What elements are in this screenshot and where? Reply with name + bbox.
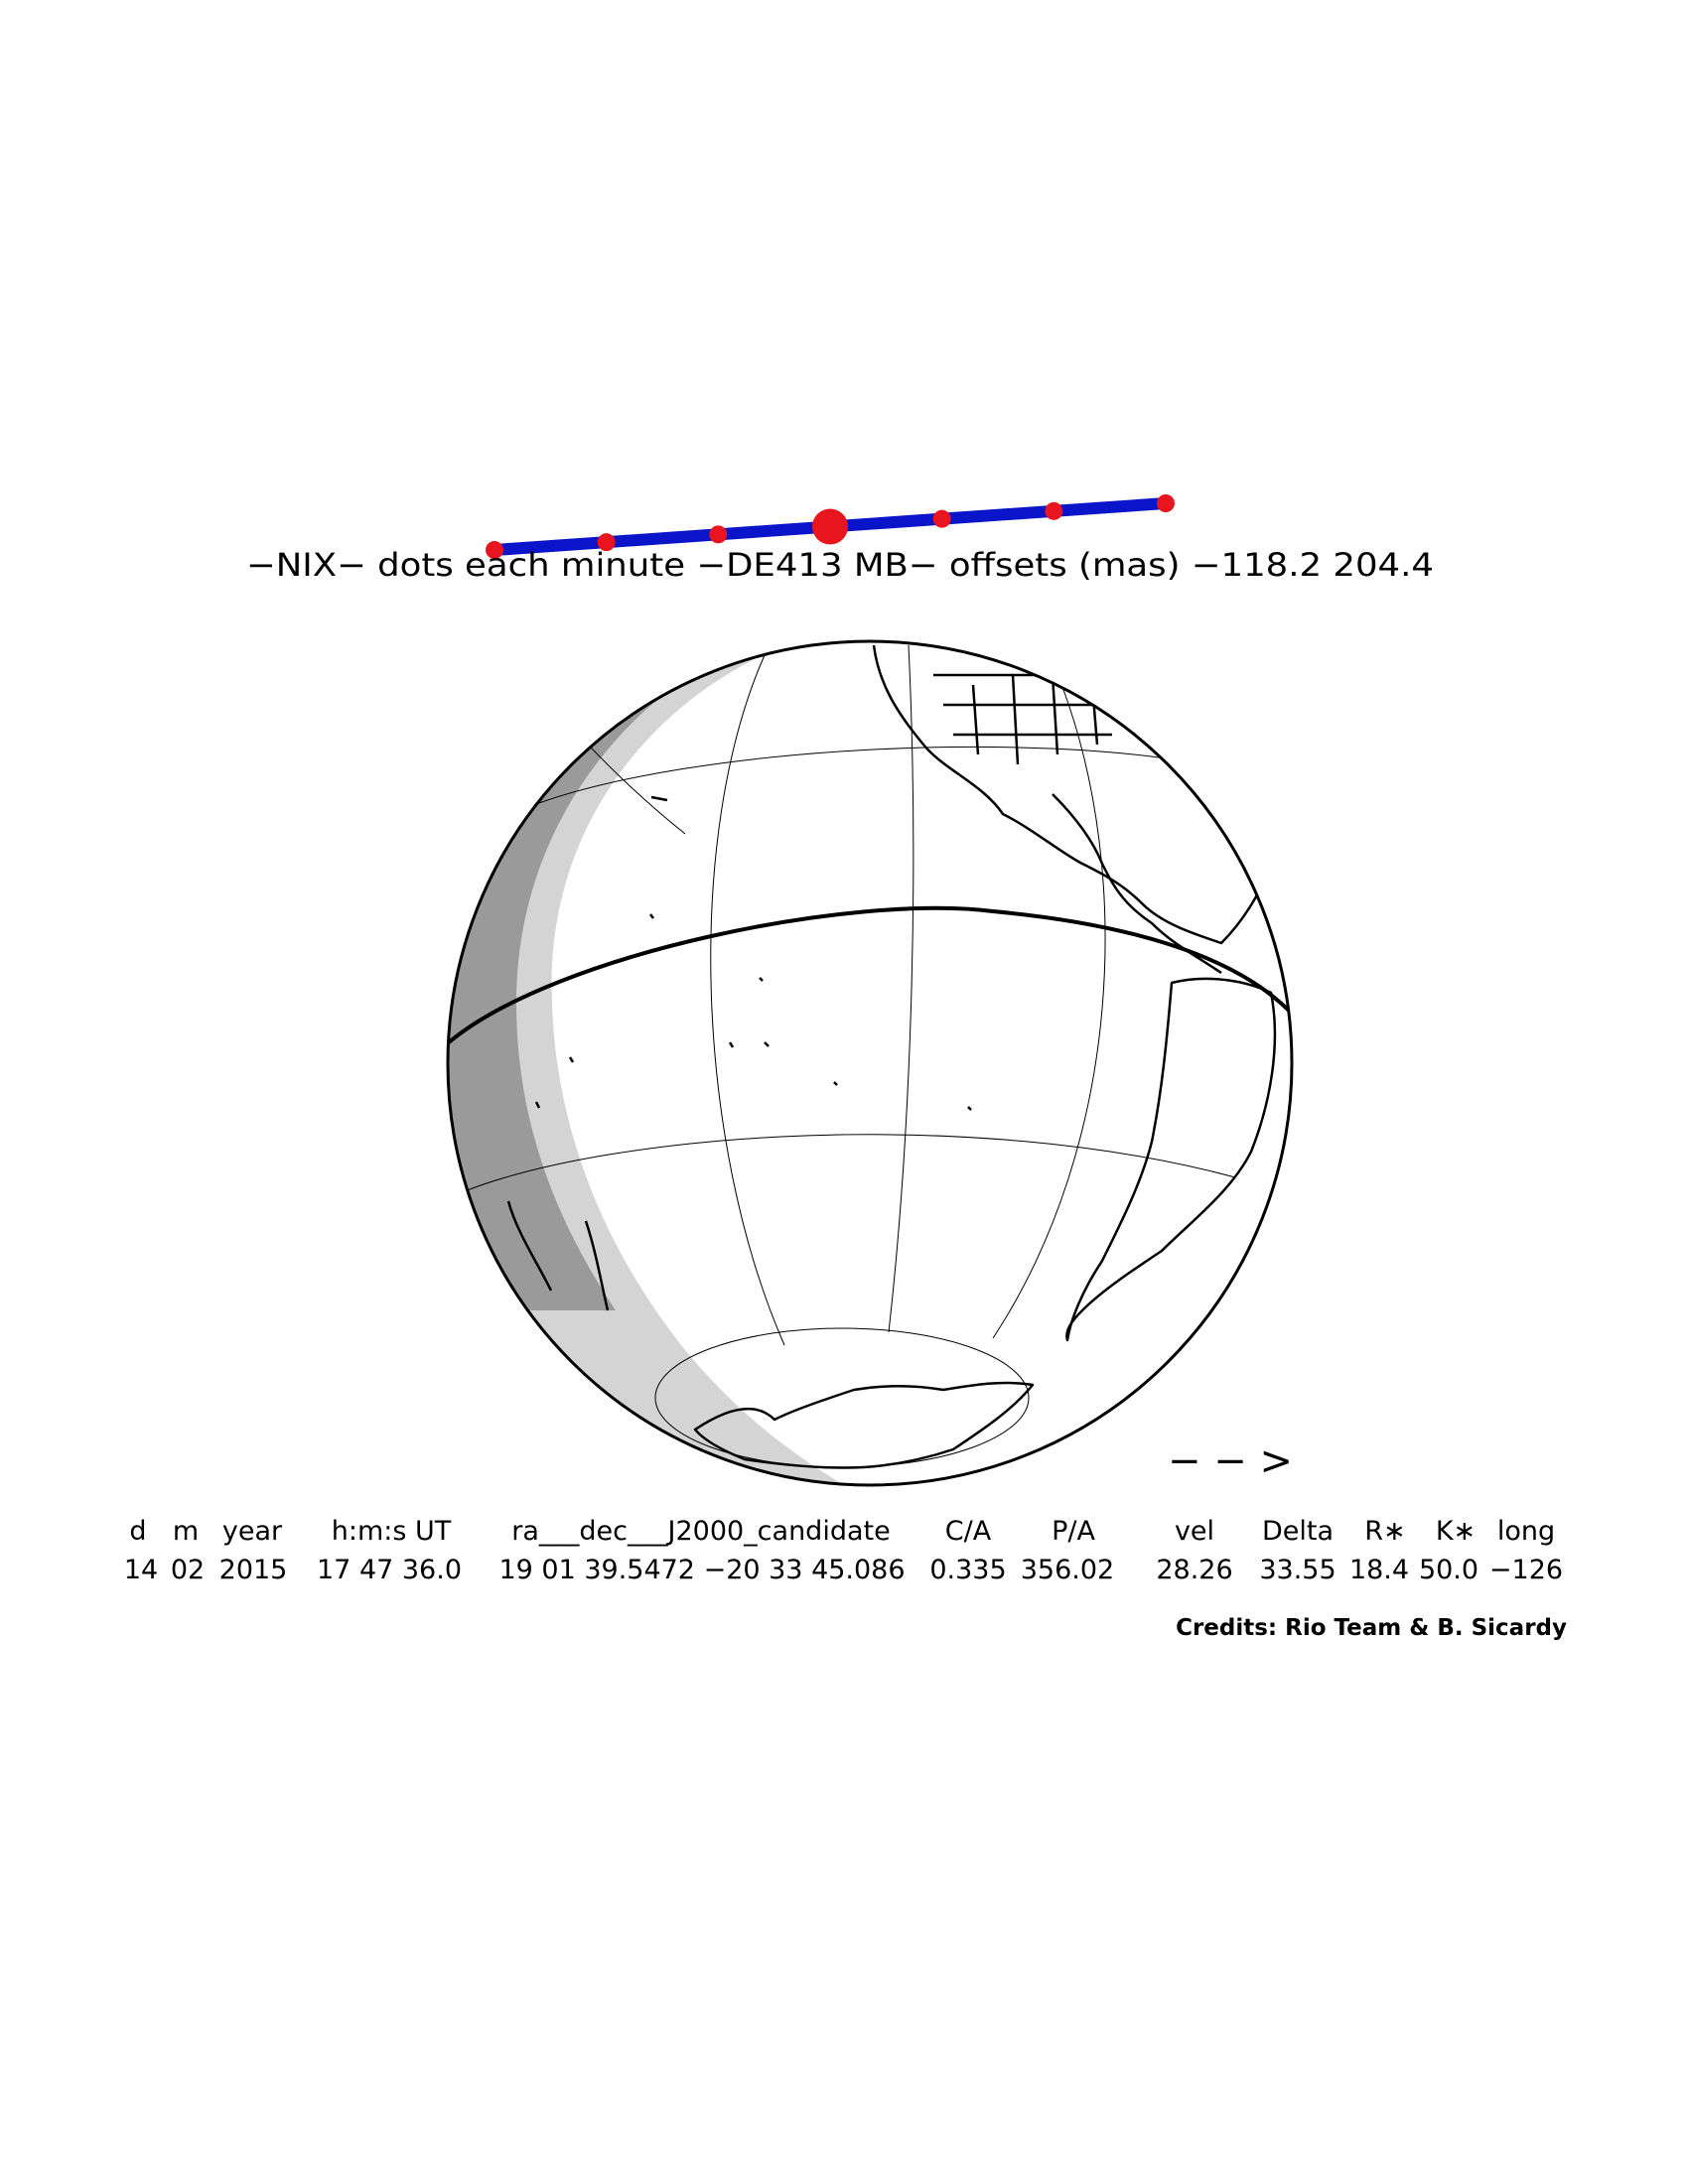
south-america-coast bbox=[1065, 977, 1277, 1342]
header-m: m bbox=[173, 1516, 199, 1547]
meridian-line bbox=[992, 686, 1106, 1339]
track-minute-dot bbox=[1045, 501, 1063, 520]
track-minute-dot bbox=[1157, 494, 1175, 512]
data-table: d m year h:m:s UT ra___dec___J2000_candi… bbox=[124, 1516, 1563, 1585]
pacific-islands bbox=[534, 795, 972, 1111]
header-long: long bbox=[1497, 1516, 1555, 1547]
globe-outline bbox=[446, 639, 1294, 1487]
value-d: 14 bbox=[124, 1555, 158, 1585]
credits-text: Credits: Rio Team & B. Sicardy bbox=[1176, 1615, 1567, 1641]
value-time: 17 47 36.0 bbox=[317, 1555, 462, 1585]
globe bbox=[446, 639, 1294, 1487]
header-coordinates: ra___dec___J2000_candidate bbox=[511, 1516, 890, 1547]
value-k: 50.0 bbox=[1419, 1555, 1478, 1585]
value-delta: 33.55 bbox=[1259, 1555, 1336, 1585]
value-long: −126 bbox=[1489, 1555, 1563, 1585]
value-m: 02 bbox=[171, 1555, 205, 1585]
globe-background bbox=[448, 641, 1292, 1485]
track-dots bbox=[486, 494, 1175, 559]
new-zealand-coast bbox=[506, 1200, 610, 1311]
value-year: 2015 bbox=[219, 1555, 288, 1585]
value-vel: 28.26 bbox=[1156, 1555, 1232, 1585]
parallel-line bbox=[535, 746, 1214, 805]
header-year: year bbox=[222, 1516, 283, 1547]
header-ca: C/A bbox=[945, 1516, 992, 1547]
header-time: h:m:s UT bbox=[332, 1516, 452, 1547]
direction-arrow: − − > bbox=[1168, 1438, 1293, 1484]
header-k: K∗ bbox=[1436, 1516, 1476, 1547]
track-minute-dot bbox=[597, 533, 616, 552]
value-coordinates: 19 01 39.5472 −20 33 45.086 bbox=[498, 1555, 905, 1585]
antarctica-coast bbox=[693, 1381, 1035, 1469]
value-ca: 0.335 bbox=[929, 1555, 1006, 1585]
track-center-dot bbox=[812, 508, 848, 545]
header-caption: −NIX− dots each minute −DE413 MB− offset… bbox=[246, 546, 1434, 584]
central-america-coast bbox=[1052, 793, 1222, 975]
usa-states bbox=[933, 673, 1122, 765]
shadow-track bbox=[486, 494, 1175, 559]
value-r: 18.4 bbox=[1349, 1555, 1409, 1585]
track-minute-dot bbox=[709, 525, 728, 544]
meridian-line bbox=[888, 644, 914, 1333]
table-headers: d m year h:m:s UT ra___dec___J2000_candi… bbox=[129, 1516, 1555, 1547]
header-vel: vel bbox=[1175, 1516, 1214, 1547]
equator-line bbox=[448, 905, 1291, 1044]
value-pa: 356.02 bbox=[1021, 1555, 1114, 1585]
table-values: 14 02 2015 17 47 36.0 19 01 39.5472 −20 … bbox=[124, 1555, 1563, 1585]
header-pa: P/A bbox=[1052, 1516, 1095, 1547]
header-r: R∗ bbox=[1364, 1516, 1405, 1547]
meridian-line bbox=[710, 654, 785, 1346]
track-minute-dot bbox=[932, 509, 951, 528]
track-minute-dot bbox=[486, 541, 503, 559]
header-d: d bbox=[129, 1516, 146, 1547]
header-delta: Delta bbox=[1262, 1516, 1334, 1547]
parallel-line bbox=[464, 1134, 1236, 1192]
